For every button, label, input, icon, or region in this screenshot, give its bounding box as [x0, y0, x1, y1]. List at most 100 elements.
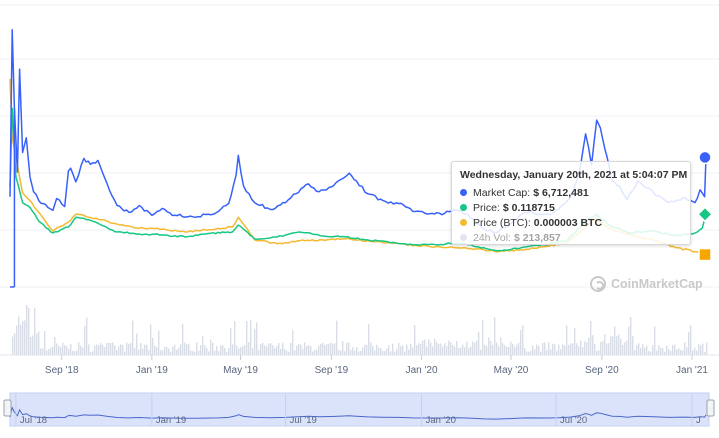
- volume-bar: [682, 350, 684, 355]
- tooltip-row-market-cap: Market Cap: $ 6,712,481: [460, 185, 682, 200]
- x-tick-label: Sep '20: [585, 365, 619, 376]
- price-dot-icon: [460, 204, 467, 211]
- volume-bar: [346, 342, 348, 355]
- navigator-tick-label: J: [696, 415, 701, 426]
- x-tick-label: Sep '18: [45, 365, 79, 376]
- x-tick-label: May '19: [223, 365, 258, 376]
- volume-bar: [220, 345, 222, 355]
- volume-bar: [246, 321, 248, 355]
- volume-bar: [592, 335, 594, 355]
- volume-bar: [488, 337, 490, 355]
- volume-bar: [442, 346, 444, 355]
- volume-bar: [374, 350, 376, 355]
- volume-bar: [502, 343, 504, 355]
- volume-bar: [564, 345, 566, 355]
- volume-bar: [412, 347, 414, 355]
- navigator-handle-right[interactable]: [706, 399, 715, 417]
- volume-bar: [370, 342, 372, 355]
- volume-bar: [404, 351, 406, 355]
- volume-bar: [376, 344, 378, 355]
- volume-bar: [522, 325, 524, 355]
- volume-bar: [416, 345, 418, 355]
- volume-bar: [32, 335, 34, 355]
- volume-bar: [354, 350, 356, 355]
- volume-bar: [398, 342, 400, 355]
- volume-bar: [518, 342, 520, 355]
- volume-bar: [366, 344, 368, 355]
- volume-bar: [642, 343, 644, 355]
- volume-bar: [644, 347, 646, 355]
- volume-bar: [14, 333, 16, 355]
- volume-bar: [98, 345, 100, 355]
- volume-bar: [216, 345, 218, 355]
- volume-bar: [12, 336, 14, 355]
- x-tick-label: Jan '19: [136, 365, 168, 376]
- volume-bar: [676, 349, 678, 355]
- volume-bar: [16, 325, 18, 355]
- tooltip-value: $ 213,857: [513, 231, 561, 244]
- volume-bar: [526, 351, 528, 355]
- volume-bar: [338, 350, 340, 355]
- volume-bar: [504, 345, 506, 355]
- tooltip: Wednesday, January 20th, 2021 at 5:04:07…: [451, 161, 691, 245]
- volume-bar: [440, 343, 442, 355]
- volume-bar: [516, 344, 518, 355]
- volume-bar: [274, 348, 276, 355]
- volume-bar: [176, 349, 178, 355]
- volume-bar: [68, 348, 70, 355]
- volume-bar: [538, 345, 540, 355]
- volume-bar: [292, 330, 294, 355]
- volume-bar: [302, 348, 304, 355]
- volume-bar: [290, 343, 292, 355]
- volume-bar: [454, 347, 456, 355]
- volume-bar: [334, 343, 336, 355]
- volume-bar: [54, 336, 56, 355]
- volume-bar: [352, 347, 354, 355]
- volume-bar: [64, 344, 66, 355]
- volume-bar: [104, 347, 106, 355]
- volume-bar: [316, 349, 318, 355]
- volume-bar: [410, 343, 412, 355]
- volume-bar: [46, 350, 48, 355]
- volume-bar: [620, 338, 622, 355]
- volume-bar: [182, 323, 184, 355]
- navigator-line: [9, 406, 707, 420]
- volume-bar: [252, 348, 254, 355]
- volume-bar: [560, 349, 562, 355]
- volume-bar: [578, 346, 580, 355]
- volume-bar: [684, 342, 686, 355]
- volume-bar: [320, 343, 322, 355]
- volume-bar: [304, 342, 306, 355]
- navigator-handle-left[interactable]: [3, 399, 12, 417]
- volume-bar: [664, 351, 666, 355]
- volume-bar: [90, 351, 92, 355]
- market-cap-marker: [698, 150, 712, 165]
- navigator-tick-label: Jul '18: [20, 415, 47, 426]
- navigator[interactable]: Jul '18 Jan '19 Jul '19 Jan '20 Jul '20 J: [3, 392, 715, 427]
- tooltip-value: $ 0.118715: [502, 201, 555, 214]
- volume-bar: [596, 350, 598, 355]
- volume-bar: [500, 337, 502, 355]
- volume-bar: [550, 349, 552, 355]
- volume-bar: [206, 348, 208, 355]
- volume-bar: [418, 343, 420, 355]
- volume-bar: [432, 346, 434, 355]
- volume-bar: [60, 346, 62, 355]
- volume-bar: [670, 350, 672, 355]
- volume-bar: [548, 342, 550, 355]
- volume-bar: [308, 344, 310, 355]
- volume-bar: [666, 345, 668, 355]
- x-tick-label: Jan '20: [406, 365, 438, 376]
- volume-bar: [494, 317, 496, 355]
- volume-bar: [114, 345, 116, 355]
- volume-bar: [510, 341, 512, 355]
- volume-bar: [36, 333, 38, 355]
- volume-bar: [656, 350, 658, 355]
- volume-bar: [392, 343, 394, 355]
- volume-bar: [154, 345, 156, 355]
- volume-bar: [138, 349, 140, 355]
- volume-bar: [42, 348, 44, 355]
- volume-bar: [400, 346, 402, 355]
- volume-bar: [534, 349, 536, 355]
